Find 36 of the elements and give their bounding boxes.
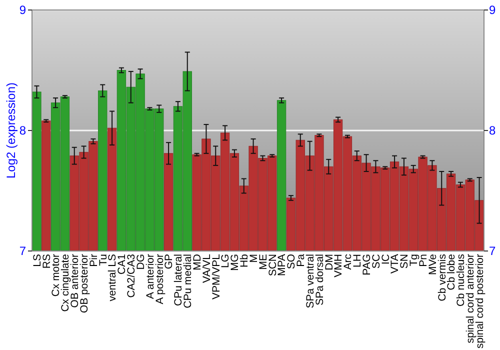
x-tick-label: GP (163, 254, 176, 270)
y2-tick-label: 9 (489, 3, 496, 18)
x-tick-label: Cb nucleus (455, 254, 468, 307)
y-tick-label: 9 (19, 3, 26, 18)
x-tick-label: VTA (389, 254, 402, 274)
x-tick-label: SO (286, 254, 298, 270)
x-tick-label: SC (370, 254, 382, 269)
x-tick-label: Cb lobe (446, 254, 458, 290)
x-tick-label: MVe (426, 254, 439, 276)
y2-tick-label: 7 (489, 244, 496, 258)
x-tick-label: Tg (408, 254, 420, 266)
x-tick-label: ME (257, 254, 270, 270)
x-tick-label: DM (323, 254, 336, 270)
x-tick-label: A posterior (154, 254, 166, 304)
x-tick-label: MPA (276, 254, 288, 276)
x-tick-label: Pir (88, 254, 100, 267)
x-tick-label: LS (31, 254, 44, 267)
x-tick-label: IC (380, 254, 392, 264)
x-tick-label: Tu (97, 254, 110, 266)
y2-tick-label: 8 (489, 124, 496, 138)
x-tick-label: VA/VL (200, 254, 213, 283)
x-tick-label: RS (40, 254, 53, 269)
y-tick-label: 7 (19, 244, 26, 258)
x-tick-label: Arc (342, 254, 354, 270)
y-axis-title: Log2 (expression) (4, 82, 18, 179)
x-tick-label: SCN (266, 254, 279, 276)
x-tick-label: CA1 (116, 254, 128, 274)
x-tick-label: ventral LS (106, 254, 119, 302)
y-tick-label: 8 (19, 124, 26, 138)
x-tick-label: LG (220, 254, 232, 268)
x-tick-label: VMH (332, 254, 345, 278)
x-tick-label: Cx cingulate (60, 254, 72, 312)
x-tick-label: SPa dorsal (314, 254, 326, 306)
x-tick-label: VPM/VPL (210, 254, 222, 300)
x-tick-label: A anterior (144, 254, 156, 299)
x-tick-label: SN (398, 254, 411, 269)
